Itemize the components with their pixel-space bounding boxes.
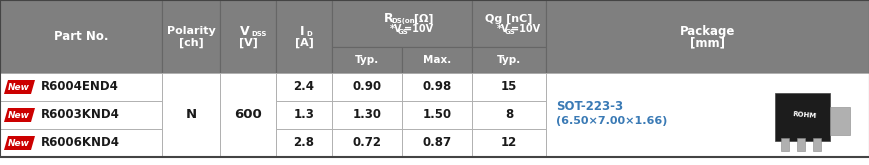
Text: DSS: DSS <box>251 32 266 37</box>
Bar <box>829 107 849 135</box>
Bar <box>220 0 275 73</box>
Polygon shape <box>4 136 35 150</box>
Bar <box>220 101 275 129</box>
Text: (6.50×7.00×1.66): (6.50×7.00×1.66) <box>555 116 667 126</box>
Bar <box>546 73 869 157</box>
Bar <box>472 0 546 47</box>
Bar <box>401 129 472 157</box>
Text: [ch]: [ch] <box>178 37 203 48</box>
Bar <box>546 0 869 73</box>
Text: 2.4: 2.4 <box>293 81 314 94</box>
Text: I: I <box>300 25 304 38</box>
Text: New: New <box>8 138 30 148</box>
Bar <box>332 101 401 129</box>
Bar <box>275 129 332 157</box>
Bar <box>401 101 472 129</box>
Bar <box>162 73 220 101</box>
Text: 12: 12 <box>501 136 516 149</box>
Text: V: V <box>240 25 249 38</box>
Bar <box>162 129 220 157</box>
Text: 1.30: 1.30 <box>352 109 381 121</box>
Bar <box>774 93 829 141</box>
Text: Qg [nC]: Qg [nC] <box>485 13 532 24</box>
Text: [A]: [A] <box>295 37 313 48</box>
Text: SOT-223-3: SOT-223-3 <box>555 100 622 114</box>
Polygon shape <box>4 80 35 94</box>
Bar <box>0 0 162 73</box>
Text: 8: 8 <box>504 109 513 121</box>
Text: 0.87: 0.87 <box>422 136 451 149</box>
Text: GS: GS <box>504 30 515 35</box>
Text: 1.50: 1.50 <box>422 109 451 121</box>
Text: 0.98: 0.98 <box>421 81 451 94</box>
Bar <box>472 47 546 73</box>
Bar <box>332 129 401 157</box>
Bar <box>275 73 332 101</box>
Text: R: R <box>383 12 393 25</box>
Bar <box>796 138 804 151</box>
Text: New: New <box>8 82 30 92</box>
Text: Part No.: Part No. <box>54 30 108 43</box>
Bar <box>220 129 275 157</box>
Bar <box>546 129 869 157</box>
Bar <box>275 0 332 73</box>
Text: [V]: [V] <box>238 37 257 48</box>
Bar <box>220 73 275 157</box>
Text: [Ω]: [Ω] <box>409 13 433 24</box>
Bar <box>332 0 472 47</box>
Text: D: D <box>306 32 311 37</box>
Text: GS: GS <box>397 30 408 35</box>
Bar <box>472 129 546 157</box>
Bar <box>332 73 401 101</box>
Text: 2.8: 2.8 <box>293 136 314 149</box>
Bar <box>780 138 788 151</box>
Text: [mm]: [mm] <box>690 36 725 49</box>
Text: R6003KND4: R6003KND4 <box>41 109 120 121</box>
Bar <box>162 0 220 73</box>
Text: Typ.: Typ. <box>355 55 379 65</box>
Bar <box>275 101 332 129</box>
Text: 15: 15 <box>501 81 516 94</box>
Text: =10V: =10V <box>403 24 433 34</box>
Text: Polarity: Polarity <box>167 27 216 36</box>
Text: ROHM: ROHM <box>792 111 816 119</box>
Text: R6006KND4: R6006KND4 <box>41 136 120 149</box>
Text: Package: Package <box>680 25 735 38</box>
Text: Typ.: Typ. <box>496 55 521 65</box>
Text: N: N <box>185 109 196 121</box>
Text: 1.3: 1.3 <box>293 109 314 121</box>
Bar <box>162 101 220 129</box>
Text: *V: *V <box>389 24 402 34</box>
Text: New: New <box>8 111 30 119</box>
Bar <box>546 101 869 129</box>
Text: R6004END4: R6004END4 <box>41 81 119 94</box>
Text: 0.90: 0.90 <box>352 81 381 94</box>
Bar <box>220 73 275 101</box>
Bar <box>472 101 546 129</box>
Text: DS(on): DS(on) <box>390 18 417 24</box>
Bar <box>332 47 401 73</box>
Bar <box>812 138 820 151</box>
Bar <box>0 73 162 101</box>
Polygon shape <box>4 108 35 122</box>
Text: 600: 600 <box>234 109 262 121</box>
Bar <box>0 101 162 129</box>
Text: *V: *V <box>496 24 509 34</box>
Bar <box>472 73 546 101</box>
Bar <box>401 73 472 101</box>
Text: =10V: =10V <box>510 24 540 34</box>
Bar <box>401 47 472 73</box>
Text: 0.72: 0.72 <box>352 136 381 149</box>
Bar <box>0 129 162 157</box>
Bar <box>162 73 220 157</box>
Bar <box>546 73 869 101</box>
Text: Max.: Max. <box>422 55 451 65</box>
